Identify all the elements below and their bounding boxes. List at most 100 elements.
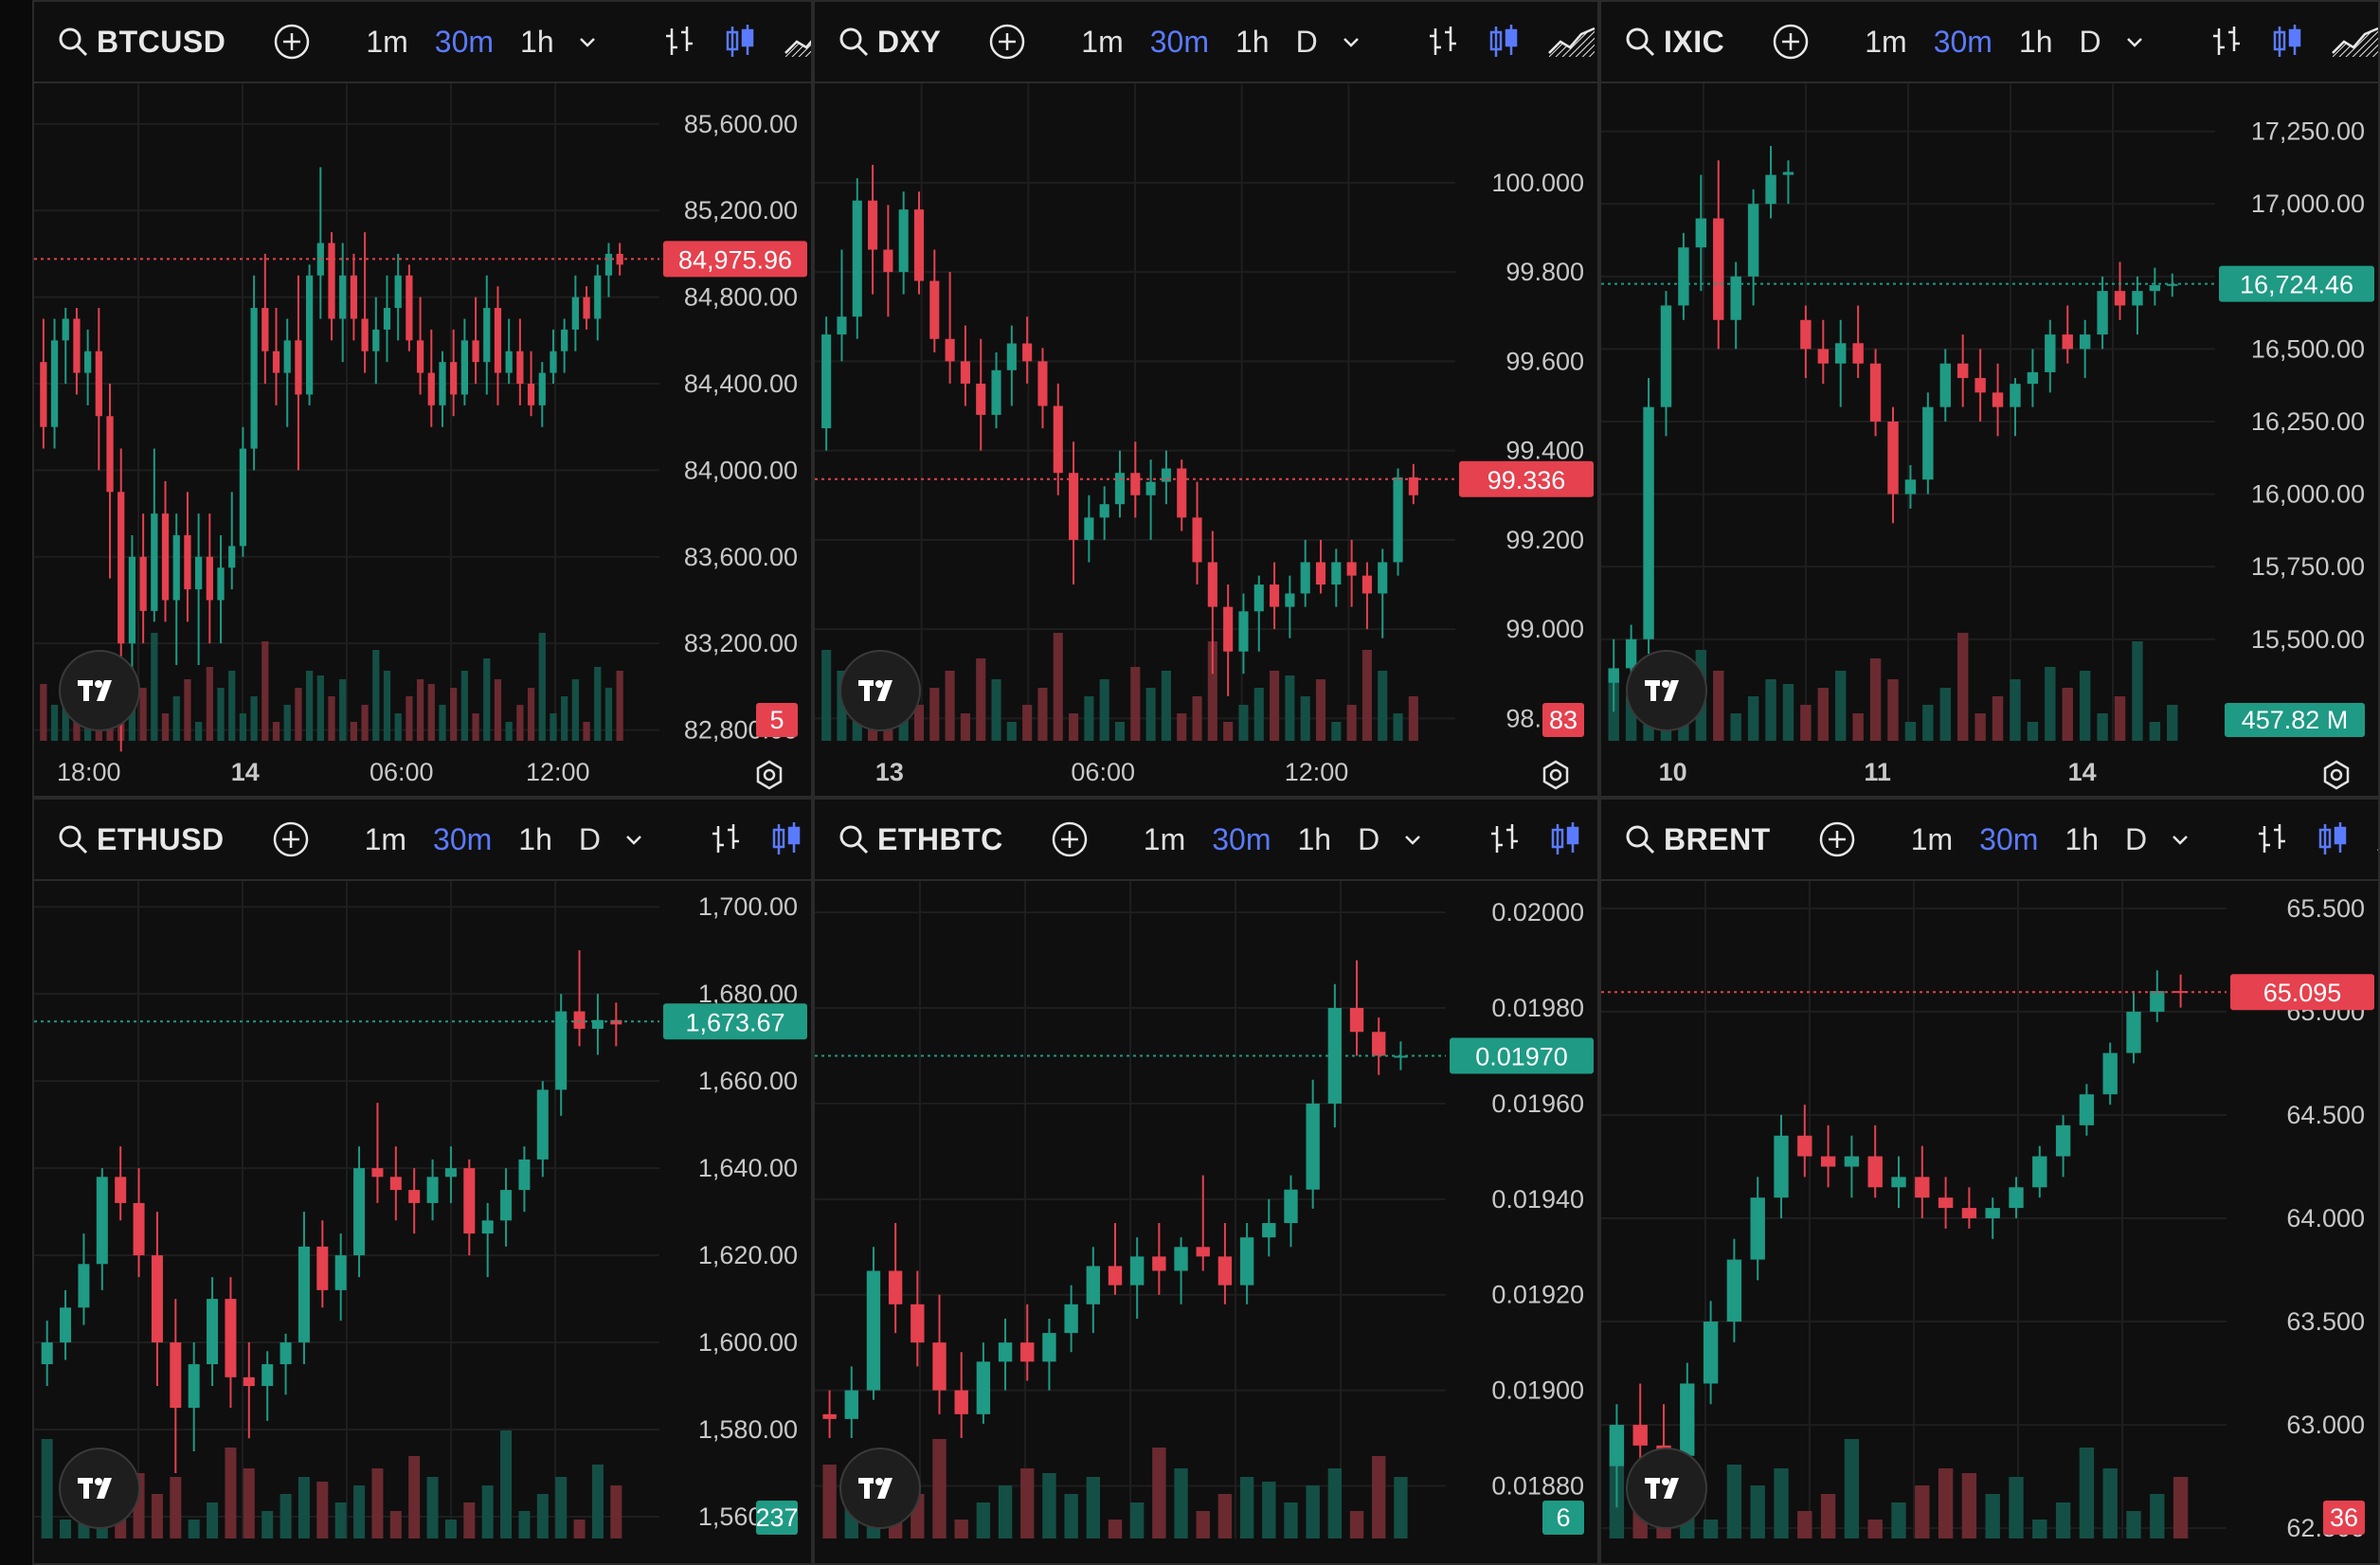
volume-bar	[41, 1439, 53, 1538]
symbol-search[interactable]: BRENT	[1624, 822, 1771, 857]
interval-1m[interactable]: 1m	[1865, 24, 1907, 59]
interval-d[interactable]: D	[2079, 24, 2101, 59]
price-chart[interactable]: 65.50065.00064.50064.00063.50063.00062.5…	[1601, 881, 2378, 1565]
area-chart-type-button[interactable]	[1547, 25, 1596, 59]
settings-gear-icon[interactable]	[2323, 760, 2350, 790]
price-chart[interactable]: 100.00099.80099.60099.40099.20099.00098.…	[815, 83, 1597, 798]
search-icon	[59, 825, 88, 854]
bar-chart-type-button[interactable]	[709, 820, 743, 858]
bar-chart-type-button[interactable]	[2209, 23, 2244, 61]
area-chart-type-button[interactable]	[2331, 25, 2378, 59]
candle	[316, 1246, 329, 1290]
chevron-down-icon	[2173, 836, 2189, 845]
candle	[1372, 1032, 1386, 1056]
volume-bar	[591, 1465, 604, 1538]
symbol-search[interactable]: DXY	[838, 25, 941, 60]
area-chart-type-button[interactable]	[2376, 822, 2378, 856]
candle	[583, 297, 590, 319]
candle	[1020, 1342, 1035, 1362]
price-chart[interactable]: 1,700.00 1,680.00 1,660.00 1,640.00 1,620.00…	[34, 881, 811, 1565]
volume-bar	[279, 1494, 292, 1538]
interval-dropdown[interactable]	[577, 31, 598, 52]
tradingview-logo[interactable]	[839, 1448, 921, 1529]
interval-30m[interactable]: 30m	[1149, 24, 1209, 59]
y-tick-label: 64.000	[2286, 1204, 2365, 1232]
candle	[571, 297, 579, 330]
interval-dropdown[interactable]	[1341, 31, 1361, 52]
add-symbol-button[interactable]	[272, 820, 310, 858]
interval-30m[interactable]: 30m	[1979, 821, 2039, 856]
bar-chart-type-button[interactable]	[1426, 23, 1460, 61]
interval-dropdown[interactable]	[1402, 829, 1423, 850]
interval-1m[interactable]: 1m	[1910, 821, 1954, 856]
bar-chart-type-button[interactable]	[2255, 820, 2289, 858]
symbol-search[interactable]: ETHUSD	[57, 822, 225, 857]
add-symbol-button[interactable]	[1772, 23, 1810, 61]
interval-d[interactable]: D	[1295, 24, 1318, 59]
tradingview-logo[interactable]	[1626, 650, 1707, 731]
volume-bar	[225, 1448, 237, 1538]
tradingview-logo[interactable]	[59, 1448, 140, 1529]
volume-bar	[1006, 722, 1017, 741]
candle	[1069, 473, 1079, 540]
candle-chart-type-button[interactable]	[769, 820, 803, 858]
add-symbol-button[interactable]	[273, 23, 311, 61]
volume-bar	[206, 667, 213, 741]
interval-1h[interactable]: 1h	[2064, 821, 2100, 856]
interval-1h[interactable]: 1h	[518, 821, 552, 856]
ohlc-bars-icon	[665, 27, 693, 55]
tradingview-logo[interactable]	[839, 650, 921, 731]
settings-gear-icon[interactable]	[756, 760, 783, 790]
tradingview-logo[interactable]	[1626, 1448, 1707, 1529]
bar-chart-type-button[interactable]	[662, 23, 696, 61]
interval-30m[interactable]: 30m	[433, 821, 493, 856]
settings-gear-icon[interactable]	[1542, 760, 1569, 790]
interval-d[interactable]: D	[578, 821, 601, 856]
candle	[1042, 1333, 1056, 1362]
volume-bar	[1315, 679, 1326, 741]
tradingview-logo[interactable]	[59, 650, 140, 731]
interval-1m[interactable]: 1m	[1143, 821, 1186, 856]
interval-30m[interactable]: 30m	[1933, 24, 1992, 59]
interval-1m[interactable]: 1m	[1081, 24, 1124, 59]
interval-dropdown[interactable]	[2170, 829, 2191, 850]
candle-chart-type-button[interactable]	[1548, 820, 1582, 858]
candle-chart-type-button[interactable]	[2316, 820, 2350, 858]
interval-1h[interactable]: 1h	[520, 24, 554, 59]
candle-chart-type-button[interactable]	[1487, 23, 1521, 61]
volume-bar	[536, 1494, 549, 1538]
add-symbol-button[interactable]	[1818, 820, 1856, 858]
interval-1m[interactable]: 1m	[364, 821, 407, 856]
price-chart[interactable]: 0.02000 0.01980 0.01960 0.01940 0.01920 0.019…	[815, 881, 1597, 1565]
symbol-search[interactable]: BTCUSD	[57, 25, 225, 60]
interval-30m[interactable]: 30m	[434, 24, 495, 59]
interval-dropdown[interactable]	[623, 829, 644, 850]
candle	[1053, 405, 1063, 474]
interval-dropdown[interactable]	[2124, 31, 2145, 52]
symbol-search[interactable]: IXIC	[1624, 25, 1724, 60]
volume-bar	[1730, 713, 1741, 741]
interval-1h[interactable]: 1h	[2018, 24, 2053, 59]
interval-d[interactable]: D	[2125, 821, 2148, 856]
bar-chart-type-button[interactable]	[1488, 820, 1522, 858]
interval-d[interactable]: D	[1358, 821, 1380, 856]
price-chart[interactable]: 17,250.0017,000.0016,750.0016,500.0016,2…	[1601, 83, 2378, 798]
interval-1h[interactable]: 1h	[1297, 821, 1332, 856]
candle	[1285, 593, 1295, 607]
area-chart-type-button[interactable]	[784, 25, 811, 59]
interval-1m[interactable]: 1m	[366, 24, 408, 59]
candle	[1774, 1135, 1789, 1198]
candle-chart-type-button[interactable]	[2270, 23, 2304, 61]
symbol-search[interactable]: ETHBTC	[838, 822, 1003, 857]
candle-chart-type-button[interactable]	[723, 23, 757, 61]
add-symbol-button[interactable]	[988, 23, 1026, 61]
interval-30m[interactable]: 30m	[1212, 821, 1271, 856]
add-symbol-button[interactable]	[1051, 820, 1089, 858]
price-chart[interactable]: 85,600.00 85,200.00 84,800.00 84,400.00 84,0…	[34, 83, 811, 798]
y-tick-label: 15,500.00	[2251, 625, 2365, 654]
interval-1h[interactable]: 1h	[1235, 24, 1270, 59]
x-tick-label: 12:00	[526, 758, 590, 786]
volume-bar	[394, 713, 402, 741]
candle	[372, 329, 380, 351]
candle	[1713, 218, 1724, 320]
